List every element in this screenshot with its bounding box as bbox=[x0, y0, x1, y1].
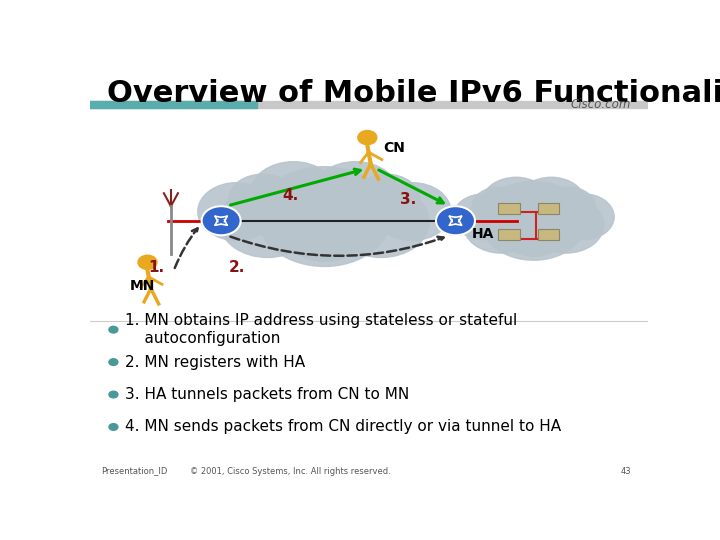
Text: Presentation_ID: Presentation_ID bbox=[101, 467, 168, 476]
Circle shape bbox=[284, 201, 364, 261]
Text: 4.: 4. bbox=[282, 188, 299, 203]
Bar bbox=[90, 101, 648, 109]
Circle shape bbox=[517, 177, 585, 228]
Text: HA: HA bbox=[472, 227, 495, 241]
Bar bbox=[90, 101, 258, 109]
Text: Cisco.com: Cisco.com bbox=[571, 98, 631, 111]
Text: 3. HA tunnels packets from CN to MN: 3. HA tunnels packets from CN to MN bbox=[125, 387, 409, 402]
Circle shape bbox=[553, 194, 614, 240]
Text: 2.: 2. bbox=[228, 260, 245, 275]
Circle shape bbox=[481, 181, 587, 260]
Circle shape bbox=[312, 161, 399, 227]
Circle shape bbox=[472, 187, 525, 227]
Circle shape bbox=[373, 183, 451, 240]
Text: 1.: 1. bbox=[148, 260, 165, 275]
Circle shape bbox=[138, 255, 157, 269]
Circle shape bbox=[502, 209, 565, 256]
Circle shape bbox=[463, 196, 539, 253]
Circle shape bbox=[528, 196, 604, 253]
Bar bbox=[538, 203, 559, 214]
Circle shape bbox=[198, 183, 276, 240]
Text: 2. MN registers with HA: 2. MN registers with HA bbox=[125, 355, 305, 369]
Text: 3.: 3. bbox=[400, 192, 416, 207]
Text: 4. MN sends packets from CN directly or via tunnel to HA: 4. MN sends packets from CN directly or … bbox=[125, 420, 561, 435]
Circle shape bbox=[453, 194, 515, 240]
Circle shape bbox=[258, 167, 392, 266]
Circle shape bbox=[109, 359, 118, 366]
Text: 43: 43 bbox=[621, 467, 631, 476]
Circle shape bbox=[109, 326, 118, 333]
Circle shape bbox=[333, 186, 429, 258]
Bar bbox=[538, 228, 559, 240]
Text: MN: MN bbox=[130, 279, 156, 293]
Bar bbox=[498, 228, 520, 240]
Circle shape bbox=[353, 174, 420, 224]
Bar bbox=[498, 203, 520, 214]
Text: 1. MN obtains IP address using stateless or stateful
    autoconfiguration: 1. MN obtains IP address using stateless… bbox=[125, 313, 517, 346]
Circle shape bbox=[358, 131, 377, 145]
Circle shape bbox=[542, 187, 595, 227]
Circle shape bbox=[229, 174, 296, 224]
Circle shape bbox=[202, 206, 240, 235]
Circle shape bbox=[220, 186, 316, 258]
Circle shape bbox=[109, 391, 118, 398]
Circle shape bbox=[109, 424, 118, 430]
Text: CN: CN bbox=[383, 141, 405, 155]
Text: Overview of Mobile IPv6 Functionality: Overview of Mobile IPv6 Functionality bbox=[107, 79, 720, 109]
Circle shape bbox=[250, 161, 337, 227]
Circle shape bbox=[436, 206, 475, 235]
Circle shape bbox=[482, 177, 551, 228]
Text: © 2001, Cisco Systems, Inc. All rights reserved.: © 2001, Cisco Systems, Inc. All rights r… bbox=[190, 467, 391, 476]
